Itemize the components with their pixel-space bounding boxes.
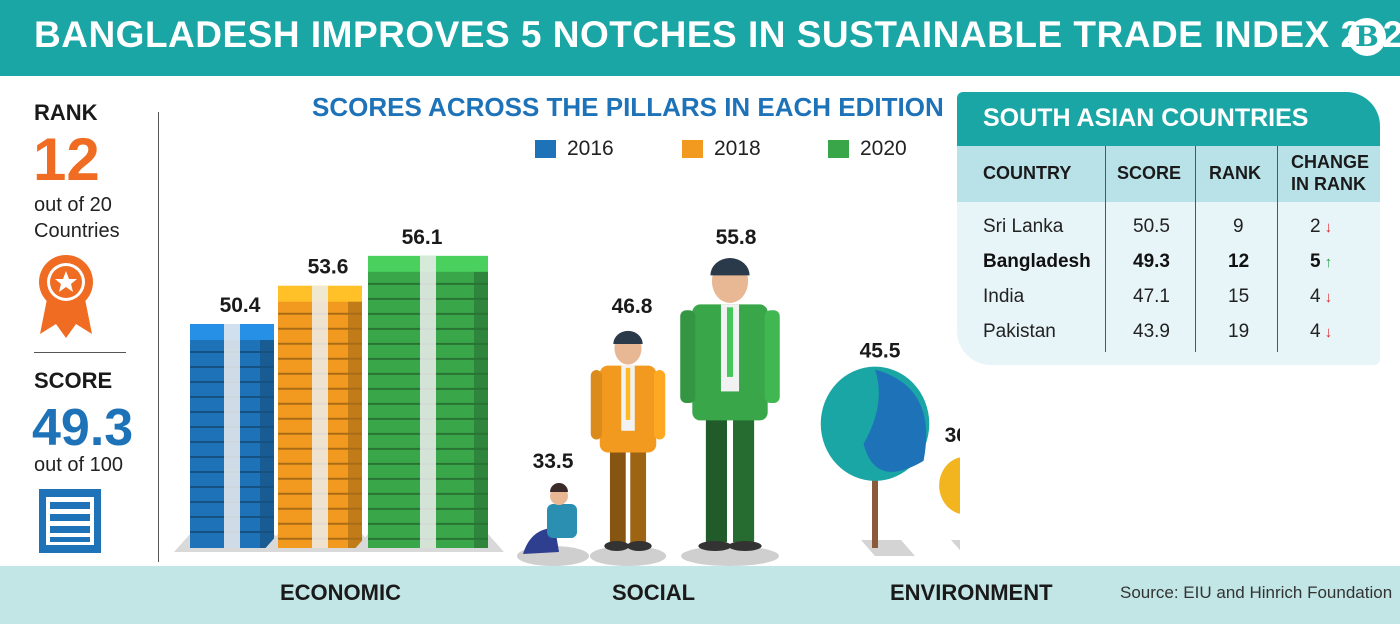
table-title-bar: SOUTH ASIAN COUNTRIES — [957, 92, 1380, 146]
table-cell-score: 49.3 — [1133, 251, 1170, 272]
value-label-social-2018: 46.8 — [612, 295, 653, 318]
col-header-country: COUNTRY — [983, 163, 1072, 183]
table-cell-change: 4 ↓ — [1310, 286, 1333, 307]
col-header-change: CHANGE — [1291, 152, 1370, 172]
table-cell-rank: 15 — [1228, 286, 1250, 307]
col-header-rank: RANK — [1209, 163, 1261, 183]
table-cell-rank: 12 — [1228, 251, 1250, 272]
pillar-chart: 50.453.656.133.546.855.845.536.836 — [174, 226, 960, 566]
table-header-row: COUNTRY SCORE RANK CHANGE IN RANK — [957, 146, 1380, 202]
table-title: SOUTH ASIAN COUNTRIES — [983, 104, 1309, 132]
page-title: BANGLADESH IMPROVES 5 NOTCHES IN SUSTAIN… — [34, 14, 1400, 55]
value-label-economic-2016: 50.4 — [220, 294, 261, 317]
score-caption: out of 100 — [34, 454, 123, 476]
header-banner: BANGLADESH IMPROVES 5 NOTCHES IN SUSTAIN… — [0, 0, 1400, 76]
table-cell-country: Sri Lanka — [983, 216, 1064, 237]
arrow-up-icon: ↑ — [1324, 254, 1333, 271]
table-cell-score: 50.5 — [1133, 216, 1170, 237]
table-cell-score: 47.1 — [1133, 286, 1170, 307]
document-icon — [39, 489, 101, 553]
rank-value: 12 — [33, 126, 100, 193]
publisher-logo-icon: B — [1348, 18, 1386, 56]
legend-swatch-2020 — [828, 140, 849, 158]
col-header-in-rank: IN RANK — [1291, 174, 1366, 194]
rank-caption-line2: Countries — [34, 220, 120, 242]
value-label-economic-2020: 56.1 — [402, 226, 443, 249]
value-label-environment-2018: 36.8 — [945, 424, 960, 447]
table-cell-country: Pakistan — [983, 321, 1056, 342]
social-person-2016 — [517, 483, 589, 566]
social-person-2020 — [680, 258, 780, 566]
legend-label-2018: 2018 — [714, 137, 761, 160]
column-divider — [1277, 146, 1278, 352]
value-label-social-2020: 55.8 — [716, 226, 757, 249]
legend-label-2016: 2016 — [567, 137, 614, 160]
environment-tree-2018 — [939, 457, 960, 551]
economic-money-stack-2018 — [262, 285, 378, 552]
vertical-divider — [158, 112, 159, 562]
value-label-economic-2018: 53.6 — [308, 256, 349, 279]
table-cell-rank: 9 — [1233, 216, 1244, 237]
south-asia-table: SOUTH ASIAN COUNTRIES COUNTRY SCORE RANK… — [957, 92, 1380, 365]
table-cell-rank: 19 — [1228, 321, 1250, 342]
legend-swatch-2016 — [535, 140, 556, 158]
environment-tree-2016 — [820, 366, 930, 556]
value-label-environment-2016: 45.5 — [860, 340, 901, 363]
col-header-score: SCORE — [1117, 163, 1182, 183]
rank-label: RANK — [34, 100, 98, 125]
legend-swatch-2018 — [682, 140, 703, 158]
table-cell-country: Bangladesh — [983, 251, 1091, 272]
arrow-down-icon: ↓ — [1324, 219, 1333, 236]
score-label: SCORE — [34, 368, 113, 393]
table-cell-score: 43.9 — [1133, 321, 1170, 342]
table-cell-change: 2 ↓ — [1310, 216, 1333, 237]
category-label-social: SOCIAL — [612, 580, 696, 605]
chart-title: SCORES ACROSS THE PILLARS IN EACH EDITIO… — [312, 92, 944, 122]
arrow-down-icon: ↓ — [1324, 289, 1333, 306]
source-note: Source: EIU and Hinrich Foundation — [1120, 583, 1393, 602]
table-cell-country: India — [983, 286, 1025, 307]
table-cell-change: 4 ↓ — [1310, 321, 1333, 342]
category-label-environment: ENVIRONMENT — [890, 580, 1053, 605]
rank-caption-line1: out of 20 — [34, 194, 112, 216]
economic-money-stack-2016 — [174, 324, 290, 552]
medal-icon — [39, 255, 93, 338]
value-label-social-2016: 33.5 — [533, 450, 574, 473]
economic-money-stack-2020 — [352, 255, 504, 552]
logo-letter: B — [1355, 20, 1379, 53]
legend-label-2020: 2020 — [860, 137, 907, 160]
table-cell-change: 5 ↑ — [1310, 251, 1333, 272]
arrow-down-icon: ↓ — [1324, 324, 1333, 341]
social-person-2018 — [589, 330, 667, 566]
score-value: 49.3 — [32, 399, 134, 457]
column-divider — [1105, 146, 1106, 352]
left-divider — [34, 352, 126, 353]
column-divider — [1195, 146, 1196, 352]
category-label-economic: ECONOMIC — [280, 580, 401, 605]
ground-strip — [0, 566, 1400, 624]
